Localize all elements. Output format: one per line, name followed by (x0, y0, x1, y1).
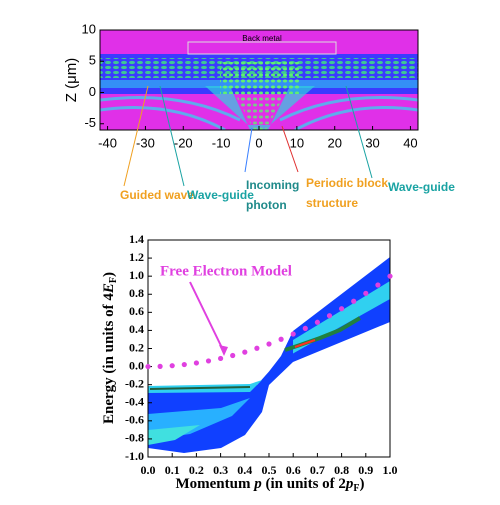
data-point (254, 345, 260, 351)
x-tick-label: 0.0 (141, 463, 156, 477)
data-point (375, 282, 381, 288)
data-point (218, 355, 224, 362)
y-axis-label: Energy (in units of 4EF) (101, 272, 119, 424)
data-point (290, 331, 296, 337)
data-point (314, 319, 320, 325)
pointer (244, 127, 253, 173)
y-tick-label: 5 (89, 53, 96, 68)
y-tick-label: -0.8 (125, 431, 144, 445)
y-tick-label: -5 (84, 115, 96, 130)
data-point (145, 363, 151, 370)
pointer (159, 85, 185, 187)
annotation: structure (306, 196, 358, 210)
x-tick-label: 20 (327, 135, 341, 150)
data-point (205, 358, 212, 364)
y-axis-label: Z (μm) (63, 58, 80, 102)
label-part: F (353, 483, 359, 494)
x-tick-label: 0.8 (334, 463, 349, 477)
top-panel: -40 -30 -20 -10 0 10 20 30 40 -5 0 5 10 Back metal Gui… (82, 21, 456, 212)
data-point (339, 306, 345, 312)
pointer (123, 85, 149, 187)
x-axis-label: Momentum p (in units of 2pF) (175, 476, 364, 494)
x-tick-label: 10 (290, 135, 304, 150)
annotation: Wave-guide (187, 188, 254, 202)
data-point (351, 298, 357, 304)
data-point (387, 273, 393, 279)
annotation: Guided wave (120, 188, 194, 202)
bottom-panel: 0.0 0.1 0.2 0.3 0.4 0.5 0.6 0.7 0.8 0.9 1.0 -1.0 -0.… (125, 232, 398, 477)
data-point (169, 363, 175, 369)
label-part: Energy (in units of 4 (101, 293, 117, 424)
data-point (326, 313, 333, 319)
x-tick-label: 0.5 (262, 463, 277, 477)
legend-label: Free Electron Model (160, 263, 292, 279)
annotation: photon (246, 198, 287, 212)
y-tick-label: 0.8 (129, 286, 144, 300)
y-tick-label: 1.2 (129, 250, 144, 264)
pointer (281, 125, 299, 173)
x-tick-label: 0.3 (213, 463, 228, 477)
y-tick-label: 0.4 (129, 322, 144, 336)
label-part: (in units of 2 (262, 476, 346, 492)
annotation: Wave-guide (388, 180, 455, 194)
pointer (345, 85, 373, 179)
x-tick-label: -10 (212, 135, 231, 150)
y-tick-label: 0.6 (129, 304, 144, 318)
pointer (189, 281, 225, 353)
x-tick-label: 0.1 (165, 463, 180, 477)
label-part: E (101, 283, 117, 294)
x-tick-label: -30 (136, 135, 155, 150)
x-tick-label: 0.2 (189, 463, 204, 477)
y-tick-label: 0 (89, 84, 96, 99)
x-tick-label: 0.9 (358, 463, 373, 477)
contour-map (148, 257, 390, 453)
y-tick-label: -0.2 (125, 376, 144, 390)
x-tick-label: 1.0 (383, 463, 398, 477)
data-point (230, 352, 236, 359)
annotation: Back metal (242, 34, 282, 43)
data-point (242, 349, 248, 355)
label-part: p (252, 476, 262, 492)
arrowhead (219, 345, 228, 356)
field-map (100, 30, 418, 130)
y-tick-label: -0.4 (125, 395, 144, 409)
annotation: Incoming (246, 178, 299, 192)
x-tick-label: 0.4 (237, 463, 252, 477)
data-point (157, 363, 163, 369)
x-tick-label: 40 (403, 135, 417, 150)
x-tick-label: 0.6 (286, 463, 301, 477)
y-tick-label: -0.6 (125, 413, 144, 427)
x-tick-label: -40 (98, 135, 117, 150)
data-point (266, 341, 272, 347)
label-part: ) (101, 272, 117, 277)
y-tick-label: 10 (82, 21, 96, 36)
data-point (363, 290, 369, 296)
label-part: p (344, 476, 354, 492)
annotation: Periodic block (306, 176, 388, 190)
x-tick-label: -20 (174, 135, 193, 150)
label-part: ) (360, 476, 365, 492)
label-part: F (108, 277, 119, 283)
x-tick-label: 0.7 (310, 463, 325, 477)
data-point (181, 361, 187, 368)
x-tick-label: 30 (365, 135, 379, 150)
data-point (302, 325, 308, 331)
y-tick-label: 0.2 (129, 340, 144, 354)
data-point (193, 360, 199, 366)
y-tick-label: -1.0 (125, 449, 144, 463)
data-point (278, 336, 284, 342)
y-tick-label: 1.4 (129, 232, 144, 246)
y-tick-label: 0.0 (129, 358, 144, 372)
x-tick-label: 0 (255, 135, 262, 150)
label-part: Momentum (175, 476, 254, 492)
y-tick-label: 1.0 (129, 268, 144, 282)
